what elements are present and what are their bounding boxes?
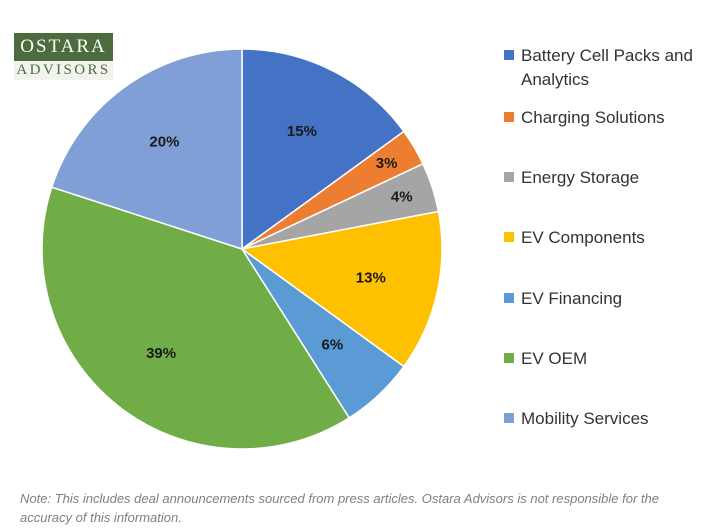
logo-name: OSTARA	[14, 33, 113, 61]
legend-label: EV Components	[521, 228, 645, 247]
legend-label: EV OEM	[521, 349, 588, 368]
pie-slice-6	[41, 186, 351, 450]
legend-swatch	[504, 353, 514, 363]
pie-slice-7	[50, 48, 243, 251]
legend-item: EV OEM	[504, 347, 711, 371]
legend-swatch	[504, 413, 514, 423]
company-logo: OSTARA ADVISORS	[14, 33, 113, 80]
pie-slice-1	[241, 48, 405, 251]
slice-data-label: 39%	[146, 345, 176, 362]
legend-label: Charging Solutions	[521, 108, 665, 127]
pie-slice-4	[240, 210, 443, 368]
legend-item: Charging Solutions	[504, 106, 711, 130]
slice-data-label: 3%	[376, 155, 398, 172]
footnote: Note: This includes deal announcements s…	[20, 491, 659, 525]
legend-item: Energy Storage	[504, 166, 711, 190]
legend-swatch	[504, 112, 514, 122]
legend-label: Mobility Services	[521, 409, 649, 428]
slice-data-label: 6%	[322, 337, 344, 354]
legend-label: EV Financing	[521, 289, 623, 308]
slice-data-label: 15%	[287, 123, 317, 140]
legend-swatch	[504, 50, 514, 60]
legend-item: Battery Cell Packs and Analytics	[504, 44, 711, 92]
slice-data-label: 4%	[391, 189, 413, 206]
legend-label: Battery Cell Packs and Analytics	[521, 46, 693, 89]
slice-data-label: 13%	[356, 269, 386, 286]
legend-item: Mobility Services	[504, 407, 711, 431]
logo-subtitle: ADVISORS	[14, 61, 113, 80]
legend-swatch	[504, 172, 514, 182]
legend-item: EV Financing	[504, 287, 711, 311]
legend-swatch	[504, 293, 514, 303]
slice-data-label: 20%	[149, 134, 179, 151]
legend-label: Energy Storage	[521, 168, 640, 187]
legend-item: EV Components	[504, 226, 711, 250]
legend-swatch	[504, 232, 514, 242]
